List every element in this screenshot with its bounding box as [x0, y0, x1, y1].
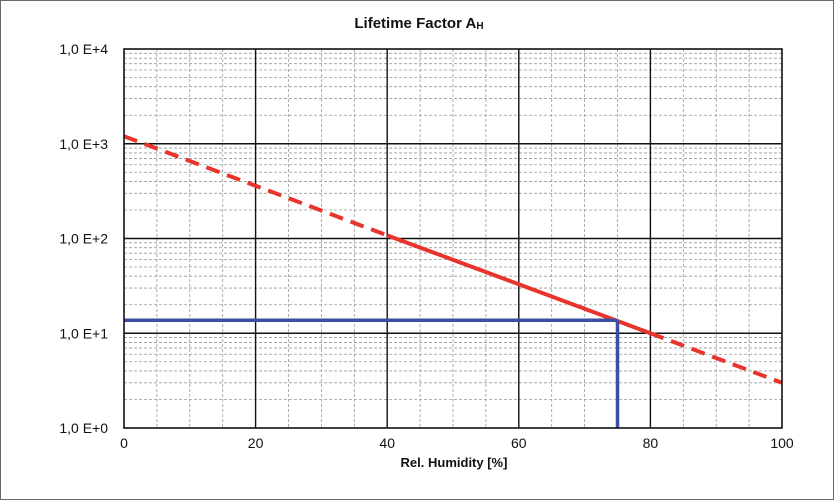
x-tick-label: 20	[248, 435, 264, 451]
chart-title: Lifetime Factor AH	[354, 15, 483, 32]
x-tick-label: 40	[379, 435, 395, 451]
y-tick-label: 1,0 E+1	[59, 325, 108, 341]
grid	[124, 49, 782, 428]
reference-lines	[124, 318, 620, 428]
x-tick-label: 100	[770, 435, 794, 451]
plot-border	[123, 48, 783, 429]
x-tick-label: 80	[643, 435, 659, 451]
y-tick-label: 1,0 E+3	[59, 136, 108, 152]
plot-area-border	[123, 48, 783, 429]
series-layer	[123, 134, 783, 385]
y-tick-label: 1,0 E+0	[59, 420, 108, 436]
x-axis-title: Rel. Humidity [%]	[401, 455, 508, 470]
x-tick-label: 60	[511, 435, 527, 451]
tick-labels: 1,0 E+0 1,0 E+1 1,0 E+2 1,0 E+3 1,0 E+4 0 20 40…	[59, 41, 794, 451]
y-tick-label: 1,0 E+4	[59, 41, 108, 57]
x-tick-label: 0	[120, 435, 128, 451]
humidity-curve-segment-2	[386, 233, 652, 336]
humidity-curve-segment-1	[123, 134, 388, 238]
humidity-curve-segment-3	[649, 331, 783, 385]
y-tick-label: 1,0 E+2	[59, 231, 108, 247]
